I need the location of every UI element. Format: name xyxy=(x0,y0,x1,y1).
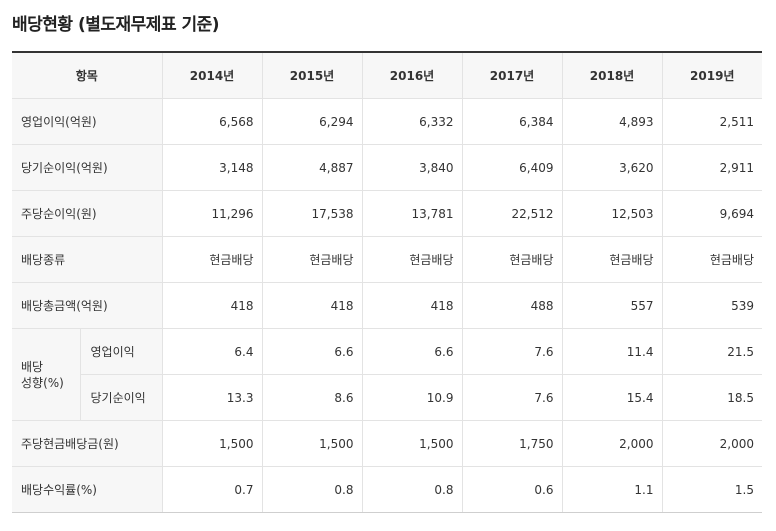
table-cell: 1,500 xyxy=(362,420,463,467)
page-title: 배당현황 (별도재무제표 기준) xyxy=(12,15,220,35)
table-cell: 11.4 xyxy=(562,328,663,375)
table-row: 주당현금배당금(원) 1,500 1,500 1,500 1,750 2,000… xyxy=(12,420,762,467)
row-label: 배당총금액(억원) xyxy=(12,282,163,329)
table-row: 배당 성향(%) 영업이익 6.4 6.6 6.6 7.6 11.4 21.5 xyxy=(12,328,762,421)
row-label: 영업이익 xyxy=(80,328,163,375)
table-cell: 7.6 xyxy=(462,374,563,421)
table-cell: 418 xyxy=(362,282,463,329)
table-cell: 1,750 xyxy=(462,420,563,467)
table-row: 배당총금액(억원) 418 418 418 488 557 539 xyxy=(12,282,762,329)
table-cell: 2,000 xyxy=(662,420,762,467)
table-row: 영업이익(억원) 6,568 6,294 6,332 6,384 4,893 2… xyxy=(12,98,762,145)
table-cell: 13,781 xyxy=(362,190,463,237)
table-cell: 11,296 xyxy=(162,190,263,237)
table-cell: 6,294 xyxy=(262,98,363,145)
header-row: 항목 2014년 2015년 2016년 2017년 2018년 2019년 xyxy=(12,51,762,99)
row-label: 배당종류 xyxy=(12,236,163,283)
table-cell: 4,887 xyxy=(262,144,363,191)
header-year: 2018년 xyxy=(562,51,663,99)
table-cell: 6,409 xyxy=(462,144,563,191)
header-year: 2014년 xyxy=(162,51,263,99)
table-cell: 7.6 xyxy=(462,328,563,375)
group-label-line1: 배당 xyxy=(21,359,44,374)
header-year: 2015년 xyxy=(262,51,363,99)
header-year: 2019년 xyxy=(662,51,762,99)
table-row: 당기순이익(억원) 3,148 4,887 3,840 6,409 3,620 … xyxy=(12,144,762,191)
table-cell: 1,500 xyxy=(262,420,363,467)
row-label: 영업이익(억원) xyxy=(12,98,163,145)
table-cell: 6.6 xyxy=(262,328,363,375)
table-cell: 3,620 xyxy=(562,144,663,191)
dividend-table: 항목 2014년 2015년 2016년 2017년 2018년 2019년 영… xyxy=(12,51,762,513)
table-cell: 22,512 xyxy=(462,190,563,237)
table-cell: 557 xyxy=(562,282,663,329)
row-label: 당기순이익 xyxy=(80,374,163,421)
table-cell: 현금배당 xyxy=(462,236,563,283)
row-group-label: 배당 성향(%) xyxy=(12,328,81,421)
table-cell: 21.5 xyxy=(662,328,762,375)
group-label-line2: 성향(%) xyxy=(21,375,64,390)
table-cell: 0.6 xyxy=(462,466,563,513)
table-cell: 2,000 xyxy=(562,420,663,467)
table-cell: 488 xyxy=(462,282,563,329)
table-cell: 6.4 xyxy=(162,328,263,375)
table-cell: 현금배당 xyxy=(662,236,762,283)
table-row: 배당수익률(%) 0.7 0.8 0.8 0.6 1.1 1.5 xyxy=(12,466,762,513)
table-cell: 8.6 xyxy=(262,374,363,421)
table-row: 배당종류 현금배당 현금배당 현금배당 현금배당 현금배당 현금배당 xyxy=(12,236,762,283)
table-cell: 10.9 xyxy=(362,374,463,421)
table-cell: 17,538 xyxy=(262,190,363,237)
table-cell: 13.3 xyxy=(162,374,263,421)
table-cell: 15.4 xyxy=(562,374,663,421)
table-cell: 0.7 xyxy=(162,466,263,513)
header-year: 2017년 xyxy=(462,51,563,99)
table-cell: 현금배당 xyxy=(362,236,463,283)
table-cell: 현금배당 xyxy=(562,236,663,283)
table-cell: 0.8 xyxy=(262,466,363,513)
table-cell: 6,384 xyxy=(462,98,563,145)
table-cell: 1.1 xyxy=(562,466,663,513)
table-cell: 12,503 xyxy=(562,190,663,237)
table-cell: 0.8 xyxy=(362,466,463,513)
table-cell: 2,911 xyxy=(662,144,762,191)
table-cell: 6,568 xyxy=(162,98,263,145)
table-cell: 1,500 xyxy=(162,420,263,467)
header-year: 2016년 xyxy=(362,51,463,99)
row-label: 당기순이익(억원) xyxy=(12,144,163,191)
table-cell: 2,511 xyxy=(662,98,762,145)
table-cell: 418 xyxy=(162,282,263,329)
table-cell: 9,694 xyxy=(662,190,762,237)
table-cell: 1.5 xyxy=(662,466,762,513)
table-cell: 6.6 xyxy=(362,328,463,375)
table-row: 당기순이익 13.3 8.6 10.9 7.6 15.4 18.5 xyxy=(12,374,762,421)
table-cell: 3,840 xyxy=(362,144,463,191)
header-item: 항목 xyxy=(12,51,163,99)
row-label: 주당현금배당금(원) xyxy=(12,420,163,467)
row-label: 주당순이익(원) xyxy=(12,190,163,237)
table-cell: 418 xyxy=(262,282,363,329)
table-cell: 18.5 xyxy=(662,374,762,421)
table-cell: 현금배당 xyxy=(162,236,263,283)
row-label: 배당수익률(%) xyxy=(12,466,163,513)
table-row: 주당순이익(원) 11,296 17,538 13,781 22,512 12,… xyxy=(12,190,762,237)
table-cell: 3,148 xyxy=(162,144,263,191)
table-cell: 4,893 xyxy=(562,98,663,145)
table-cell: 현금배당 xyxy=(262,236,363,283)
table-cell: 539 xyxy=(662,282,762,329)
table-cell: 6,332 xyxy=(362,98,463,145)
